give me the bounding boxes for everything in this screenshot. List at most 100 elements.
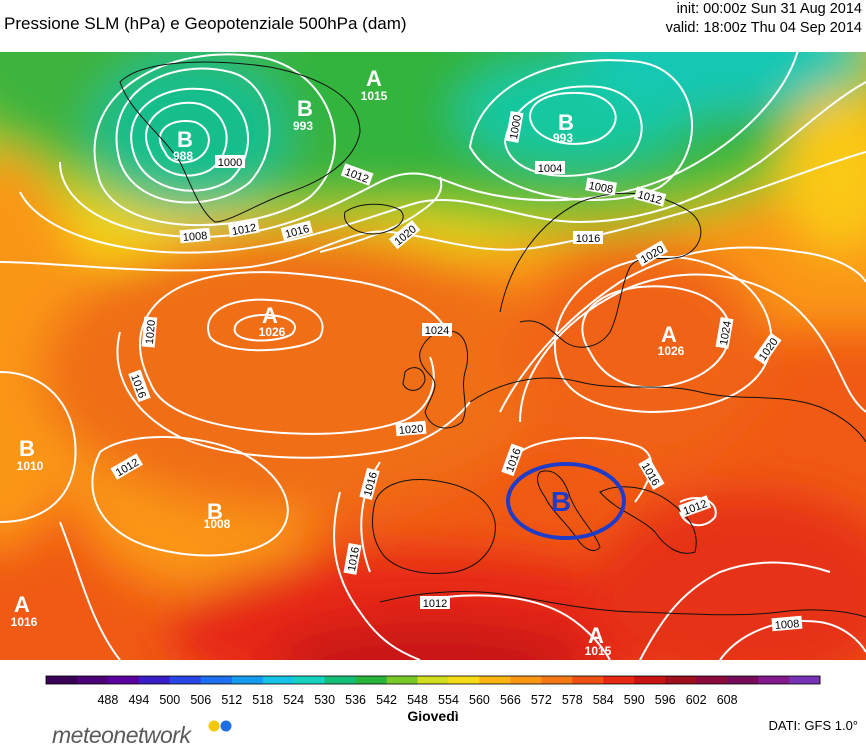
- geopotential-field: [0, 52, 866, 660]
- isobar-label-text: 1012: [231, 222, 257, 238]
- colorbar-swatch: [200, 676, 233, 684]
- iberia-coast: [372, 478, 496, 574]
- isobar-label-text: 1024: [718, 320, 734, 346]
- isobar-label: 1016: [573, 231, 603, 245]
- color-scale-legend: 488 494 500 506 512 518 524 530 536 542 548 554 560 5…: [0, 672, 866, 712]
- center-type-label: B: [177, 127, 193, 152]
- isobar-1004: [93, 53, 693, 227]
- isobar-labels: 1000 1012 1000 1004 1008 1012 1008 1012 …: [110, 111, 803, 632]
- colorbar-tick-label: 542: [376, 693, 397, 707]
- isobar-1012e: [639, 561, 831, 660]
- colorbar-swatch: [541, 676, 573, 684]
- isobar-1012d: [419, 594, 611, 660]
- isobar-label: 1012: [420, 596, 450, 610]
- colorbar-tick-label: 608: [717, 693, 738, 707]
- center-type-label: B: [558, 110, 574, 135]
- colorbar-swatch: [603, 676, 635, 684]
- colorbar-swatch: [696, 676, 728, 684]
- isobar-label: 1000: [215, 155, 245, 169]
- isobar-label: 1016: [343, 543, 362, 575]
- colorbar-tick-label: 602: [686, 693, 707, 707]
- greenland-coast: [119, 61, 361, 223]
- isobar-label: 1008: [585, 177, 617, 196]
- isobar-1020b: [139, 271, 451, 383]
- isobar-label: 1012: [228, 219, 260, 238]
- pressure-centers: B 988 B 993 A 1015 B 993 A 1026 A 1026 B…: [11, 66, 685, 658]
- center-type-label: A: [588, 623, 604, 648]
- meteonetwork-logo: meteonetwork: [52, 722, 191, 748]
- isobar-label: 1020: [141, 316, 158, 348]
- italy-coast: [537, 470, 601, 551]
- center-type-label: A: [661, 322, 677, 347]
- weather-map: B B 988 B 993 A 1015 B 993 A 1026 A 1026…: [0, 52, 866, 660]
- isobar-label: 1008: [179, 227, 211, 244]
- colorbar-swatch: [572, 676, 604, 684]
- center-value-label: 1026: [259, 325, 286, 339]
- isobar-label-text: 1000: [218, 157, 242, 169]
- day-label: Giovedì: [407, 708, 459, 724]
- isobar-1016c: [59, 521, 121, 660]
- colorbar-swatch: [665, 676, 697, 684]
- europe-interior: [469, 377, 866, 443]
- isobar-1008: [719, 620, 866, 660]
- data-source-label: DATI: GFS 1.0°: [768, 718, 858, 733]
- colorbar-border: [45, 675, 821, 685]
- center-type-label: A: [366, 66, 382, 91]
- colorbar-swatch: [727, 676, 759, 684]
- colorbar-swatch: [448, 676, 480, 684]
- colorbar-tick-label: 494: [128, 693, 149, 707]
- isobar-label-text: 1004: [538, 163, 562, 175]
- africa-coast: [379, 591, 866, 618]
- colorbar-swatch: [789, 676, 821, 684]
- colorbar-tick-label: 518: [252, 693, 273, 707]
- colorbar-swatch: [758, 676, 790, 684]
- colorbar-tick-label: 500: [159, 693, 180, 707]
- init-time: init: 00:00z Sun 31 Aug 2014: [676, 1, 862, 17]
- balkans-coast: [599, 486, 697, 554]
- center-type-label: B: [297, 96, 313, 121]
- valid-time: valid: 18:00z Thu 04 Sep 2014: [665, 20, 862, 36]
- colorbar-swatch: [510, 676, 542, 684]
- center-value-label: 993: [553, 131, 573, 145]
- center-value-label: 1016: [11, 615, 38, 629]
- colorbar-swatch: [479, 676, 511, 684]
- isobar-label-text: 1000: [508, 114, 524, 140]
- isobar-1016b: [116, 331, 471, 459]
- isobar-1012c: [679, 497, 717, 527]
- isobar-label-text: 1024: [425, 325, 449, 337]
- isobar-1008: [59, 52, 799, 239]
- colorbar-tick-label: 584: [593, 693, 614, 707]
- scandinavia-coast: [499, 192, 702, 348]
- low-pressure-highlight: [506, 462, 626, 540]
- colorbar-tick-label: 554: [438, 693, 459, 707]
- colorbar-swatch: [107, 676, 140, 684]
- colorbar-tick-label: 512: [221, 693, 242, 707]
- center-value-label: 1015: [585, 644, 612, 658]
- colorbar-swatch: [293, 676, 326, 684]
- colorbar-swatch: [138, 676, 171, 684]
- colorbar-tick-label: 524: [283, 693, 304, 707]
- colorbar-swatch: [169, 676, 202, 684]
- isobar-label-text: 1012: [423, 598, 447, 610]
- center-value-label: 1015: [361, 89, 388, 103]
- isobar-label: 1024: [422, 323, 452, 337]
- isobars: [0, 52, 866, 660]
- isobar-label: 1000: [505, 111, 524, 143]
- colorbar-tick-label: 530: [314, 693, 335, 707]
- center-value-label: 988: [173, 149, 193, 163]
- isobar-1000: [115, 67, 643, 204]
- colorbar-tick-label: 536: [345, 693, 366, 707]
- colorbar-tick-label: 560: [469, 693, 490, 707]
- logo-dots-icon: [208, 719, 234, 738]
- isobar-label-text: 1008: [588, 180, 614, 196]
- isobar-1020c: [149, 356, 435, 435]
- colorbar-swatch: [46, 676, 78, 684]
- isobar-1012b: [91, 435, 289, 557]
- colorbar-tick-label: 566: [500, 693, 521, 707]
- colorbar-swatch: [634, 676, 666, 684]
- colorbar-swatch: [262, 676, 295, 684]
- colorbar-tick-label: 578: [562, 693, 583, 707]
- isobar-1020e: [519, 273, 866, 423]
- center-type-label: B: [207, 499, 223, 524]
- isobar-label-text: 1020: [144, 319, 158, 344]
